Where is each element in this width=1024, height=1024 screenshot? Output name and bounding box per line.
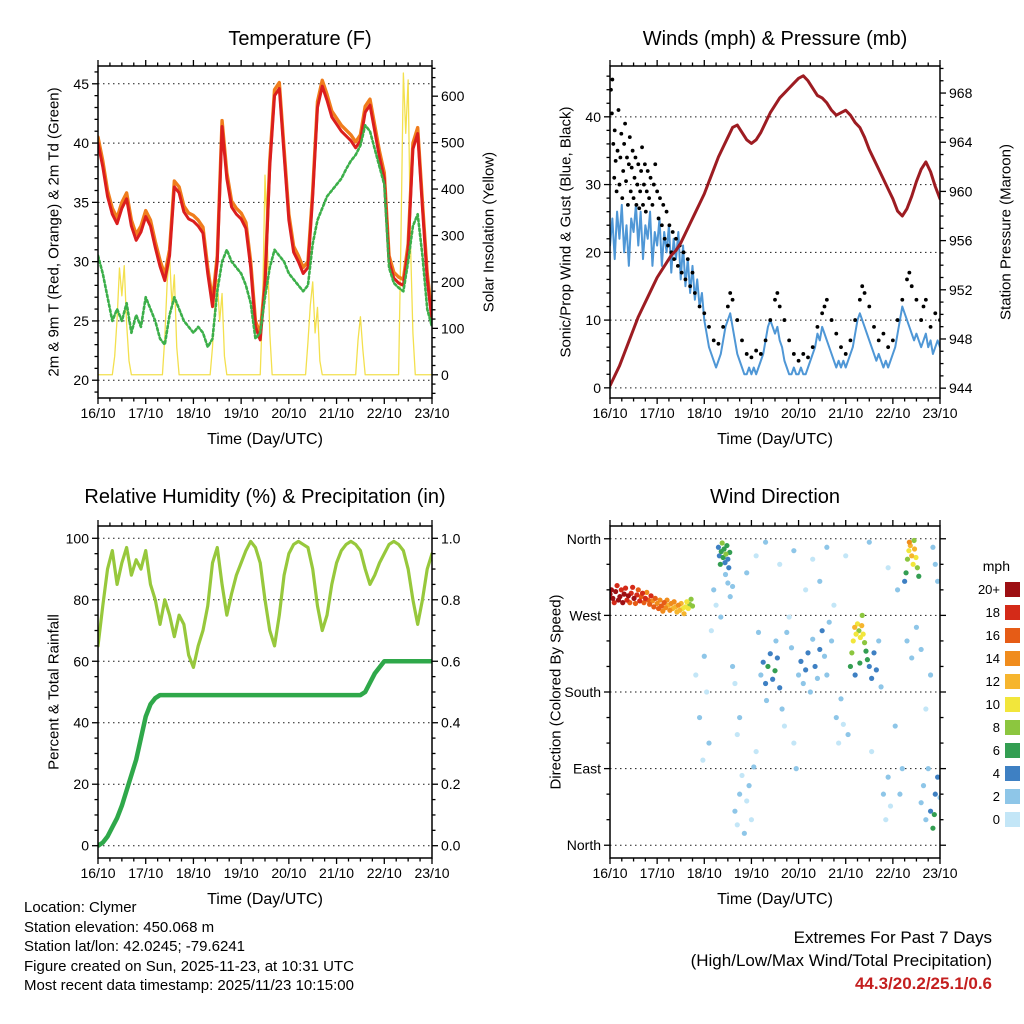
winds-chart-canvas — [550, 56, 1020, 438]
legend-swatch — [1005, 812, 1020, 827]
legend-swatch — [1005, 582, 1020, 597]
y-axis-label-temperature-left: 2m & 9m T (Red, Orange) & 2m Td (Green) — [45, 87, 63, 377]
legend-label: 18 — [985, 605, 1000, 620]
legend-item: 6 — [960, 739, 1020, 762]
legend-swatch — [1005, 628, 1020, 643]
legend-item: 18 — [960, 601, 1020, 624]
legend-item: 20+ — [960, 578, 1020, 601]
y-axis-label-wind-left: Sonic/Prop Wind & Gust (Blue, Black) — [557, 106, 575, 358]
footer-line-latlon: Station lat/lon: 42.0245; -79.6241 — [24, 938, 246, 955]
legend-item: 8 — [960, 716, 1020, 739]
legend-item: 16 — [960, 624, 1020, 647]
x-axis-label-wind-direction: Time (Day/UTC) — [717, 891, 833, 908]
legend-item: 4 — [960, 762, 1020, 785]
legend-label: 12 — [985, 674, 1000, 689]
x-axis-label-temperature: Time (Day/UTC) — [207, 431, 323, 448]
legend-swatch — [1005, 674, 1020, 689]
extremes-values: 44.3/20.2/25.1/0.6 — [854, 974, 992, 993]
legend-swatch — [1005, 605, 1020, 620]
legend-swatch — [1005, 720, 1020, 735]
footer-line-timestamp: Most recent data timestamp: 2025/11/23 1… — [24, 977, 354, 994]
legend-swatch — [1005, 651, 1020, 666]
legend-label: 2 — [992, 789, 1000, 804]
legend-item: 0 — [960, 808, 1020, 831]
footer-line-location: Location: Clymer — [24, 899, 137, 916]
legend-label: 6 — [992, 743, 1000, 758]
legend-item: 14 — [960, 647, 1020, 670]
legend-label: 4 — [992, 766, 1000, 781]
legend-item: 12 — [960, 670, 1020, 693]
chart-title-temperature: Temperature (F) — [228, 28, 372, 50]
legend-swatch — [1005, 697, 1020, 712]
legend-label: 20+ — [977, 582, 1000, 597]
legend-label: 0 — [992, 812, 1000, 827]
y-axis-label-solar-right: Solar Insolation (Yellow) — [480, 151, 498, 313]
temperature-chart-canvas — [40, 56, 490, 438]
chart-title-wind-direction: Wind Direction — [709, 486, 841, 508]
legend-item: 2 — [960, 785, 1020, 808]
y-axis-label-humidity-left: Percent & Total Rainfall — [45, 614, 63, 770]
station-info: Location: Clymer Station elevation: 450.… — [24, 898, 354, 996]
legend-swatch — [1005, 789, 1020, 804]
x-axis-label-humidity: Time (Day/UTC) — [207, 891, 323, 908]
chart-title-winds: Winds (mph) & Pressure (mb) — [642, 28, 908, 50]
legend-swatch — [1005, 743, 1020, 758]
extremes-title: Extremes For Past 7 Days — [793, 928, 992, 947]
wind-direction-chart-canvas — [540, 516, 960, 898]
legend-label: 8 — [992, 720, 1000, 735]
legend-swatch — [1005, 766, 1020, 781]
footer-line-elevation: Station elevation: 450.068 m — [24, 918, 215, 936]
legend-label: 14 — [985, 651, 1000, 666]
speed-legend: mph 20+ 18 16 14 12 10 8 6 4 2 0 — [960, 558, 1020, 831]
extremes-summary: Extremes For Past 7 Days (High/Low/Max W… — [691, 926, 992, 995]
legend-label: 16 — [985, 628, 1000, 643]
footer-line-created: Figure created on Sun, 2025-11-23, at 10… — [24, 957, 354, 975]
y-axis-label-pressure-right: Station Pressure (Maroon) — [997, 144, 1015, 320]
legend-label: 10 — [985, 697, 1000, 712]
y-axis-label-direction-left: Direction (Colored By Speed) — [547, 594, 565, 790]
extremes-subtitle: (High/Low/Max Wind/Total Precipitation) — [690, 951, 992, 970]
humidity-chart-canvas — [40, 516, 490, 898]
x-axis-label-winds: Time (Day/UTC) — [717, 431, 833, 448]
legend-title: mph — [982, 558, 1010, 574]
chart-title-humidity: Relative Humidity (%) & Precipitation (i… — [84, 486, 446, 508]
legend-item: 10 — [960, 693, 1020, 716]
